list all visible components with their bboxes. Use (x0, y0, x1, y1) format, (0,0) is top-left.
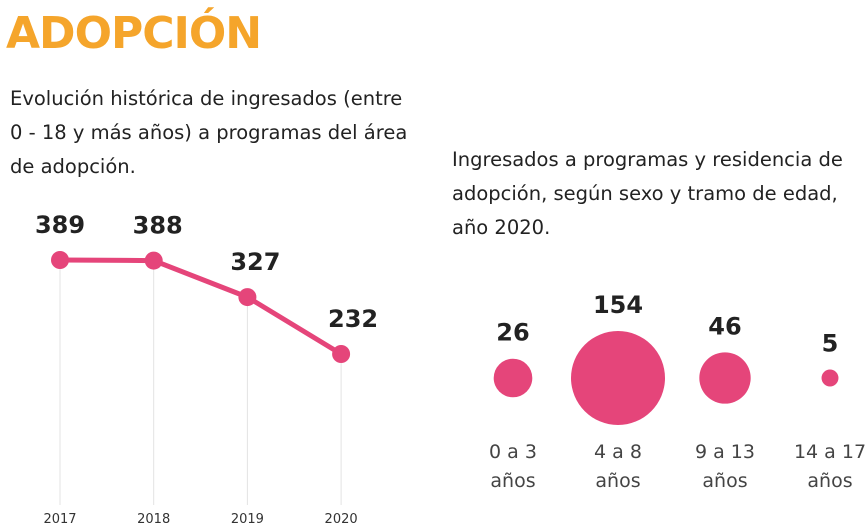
line (59, 257, 343, 357)
category-label: 4 a 8 años (594, 441, 642, 492)
x-tick-label: 2020 (325, 512, 358, 527)
data-label: 46 (708, 312, 741, 340)
data-label: 154 (593, 291, 643, 319)
bubble (493, 358, 533, 398)
point (144, 251, 163, 270)
x-tick-label: 2019 (231, 512, 264, 527)
category-label: 0 a 3 años (489, 441, 537, 492)
data-label: 232 (328, 305, 378, 333)
x-tick-label: 2017 (43, 512, 76, 527)
point (51, 251, 69, 269)
data-label: 5 (822, 330, 839, 358)
main-title: ADOPCIÓN (6, 8, 262, 59)
point (332, 345, 351, 363)
chart-title: Evolución histórica de ingresados (entre… (10, 87, 408, 178)
point (238, 288, 257, 307)
category-label: 9 a 13 años (695, 441, 755, 492)
bubble (821, 369, 839, 387)
x-tick-label: 2018 (137, 512, 170, 527)
data-label: 389 (35, 211, 85, 239)
data-label: 388 (133, 212, 183, 240)
bubble (699, 352, 751, 404)
chart-title: Ingresados a programas y residencia de a… (452, 148, 843, 239)
data-label: 327 (230, 248, 280, 276)
bubble (571, 331, 665, 425)
data-label: 26 (496, 319, 529, 347)
category-label: 14 a 17 años (793, 441, 866, 492)
